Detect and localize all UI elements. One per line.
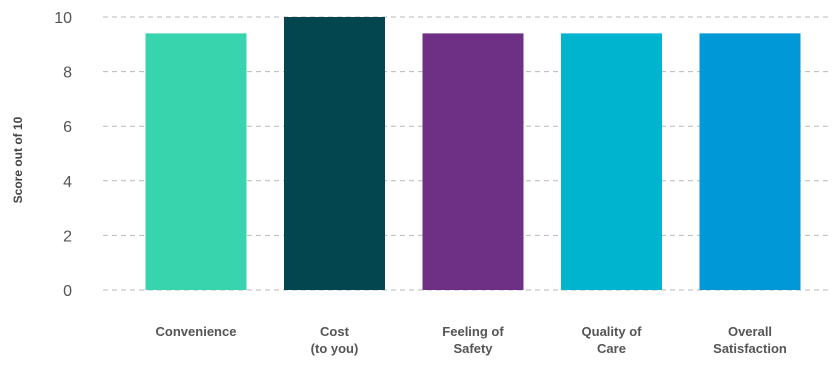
bar <box>699 33 801 290</box>
y-tick-label: 0 <box>63 283 72 300</box>
y-tick-label: 2 <box>63 228 72 245</box>
x-category-label: Overall <box>728 324 772 339</box>
y-axis-ticks: 0 2 4 6 8 10 <box>54 10 72 300</box>
bar <box>422 33 524 290</box>
x-category-label: Satisfaction <box>713 341 787 356</box>
y-tick-label: 8 <box>63 65 72 82</box>
y-tick-label: 10 <box>54 10 72 27</box>
x-category-label: (to you) <box>311 341 359 356</box>
x-category-label: Safety <box>453 341 493 356</box>
bar <box>284 17 385 290</box>
x-category-label: Convenience <box>156 324 237 339</box>
y-tick-label: 4 <box>63 174 72 191</box>
y-axis-label: Score out of 10 <box>11 116 25 203</box>
x-axis-categories: Convenience Cost (to you) Feeling of Safety Q… <box>156 324 787 356</box>
bar <box>561 33 662 290</box>
x-category-label: Cost <box>320 324 350 339</box>
x-category-label: Care <box>597 341 626 356</box>
x-category-label: Quality of <box>582 324 643 339</box>
bars <box>145 17 801 290</box>
bar <box>145 33 247 290</box>
x-category-label: Feeling of <box>442 324 504 339</box>
y-tick-label: 6 <box>63 119 72 136</box>
